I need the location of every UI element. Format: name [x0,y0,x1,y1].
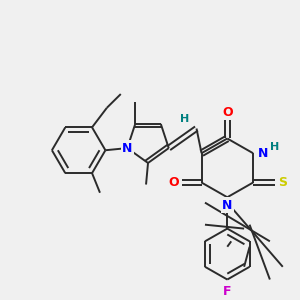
Text: N: N [122,142,133,154]
Text: N: N [222,199,232,212]
Text: H: H [270,142,279,152]
Text: O: O [169,176,179,189]
Text: H: H [180,114,189,124]
Text: O: O [222,106,232,118]
Text: N: N [258,147,268,160]
Text: F: F [223,285,232,298]
Text: S: S [278,176,287,189]
